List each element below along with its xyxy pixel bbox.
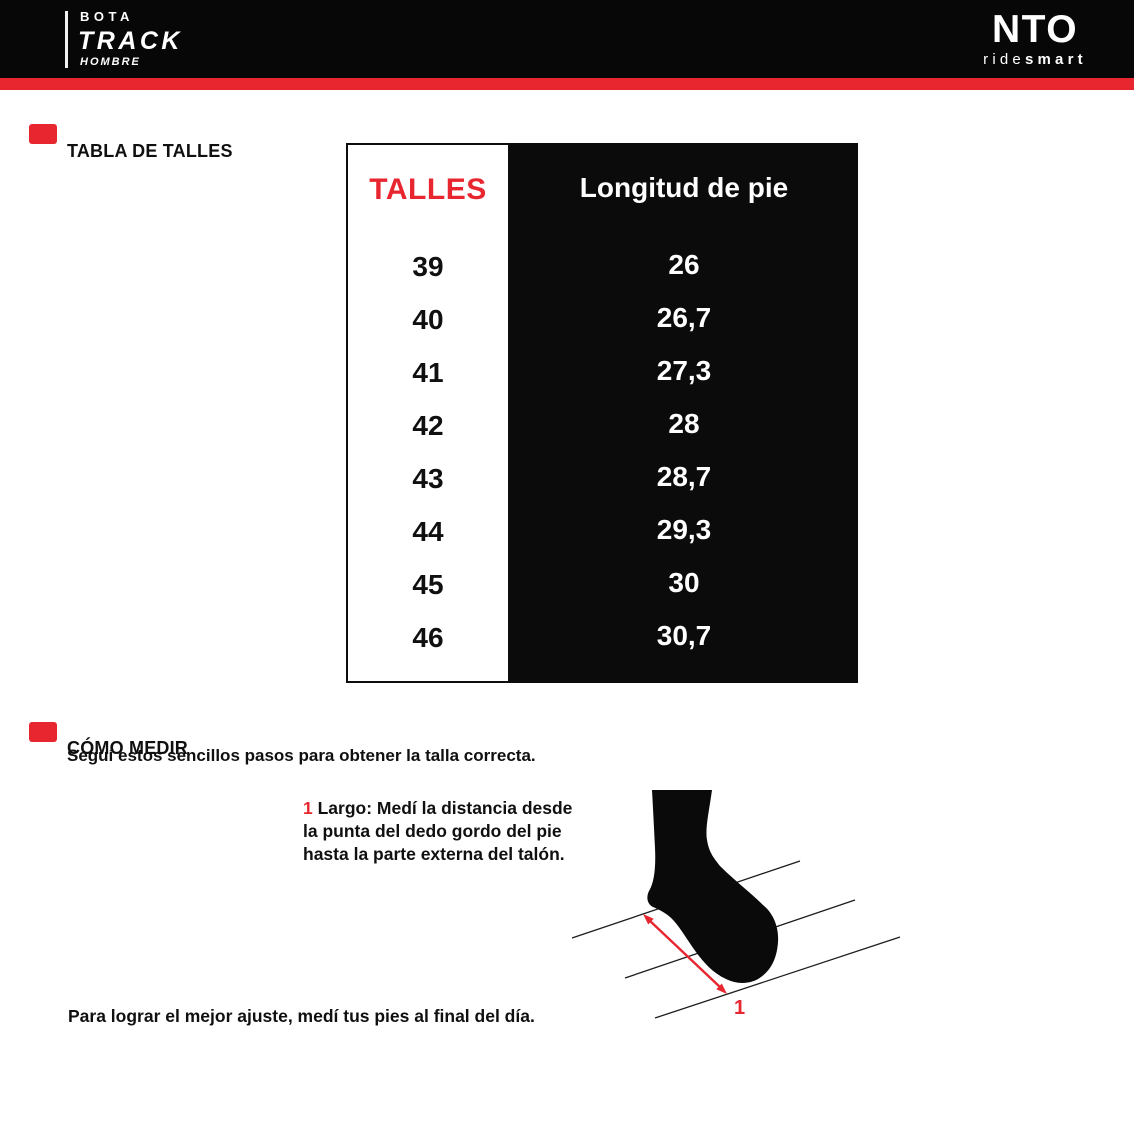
- length-cell: 30,7: [656, 619, 712, 651]
- product-category: BOTA: [80, 9, 134, 24]
- size-table-longitud-column: Longitud de pie 26 26,7 27,3 28 28,7 29,…: [510, 143, 858, 683]
- measure-step-text: 1 Largo: Medí la distancia desde la punt…: [303, 797, 572, 866]
- foot-silhouette: [647, 790, 779, 983]
- size-table-col2-cells: 26 26,7 27,3 28 28,7 29,3 30 30,7: [510, 233, 858, 662]
- step-line: Largo: Medí la distancia desde: [317, 798, 573, 818]
- brand-logo-text: NTO: [991, 8, 1079, 51]
- length-cell: 26: [668, 248, 700, 280]
- size-table-title: TABLA DE TALLES: [67, 140, 233, 161]
- header-divider: [65, 11, 68, 68]
- how-to-measure-title: CÓMO MEDIR: [67, 737, 188, 758]
- size-cell: 44: [412, 515, 444, 547]
- length-cell: 28,7: [656, 460, 712, 492]
- size-table-col2-header: Longitud de pie: [579, 172, 789, 203]
- size-cell: 46: [412, 621, 444, 653]
- measurement-arrow: [643, 914, 727, 994]
- brand-logo-sub-bold: smart: [1024, 51, 1087, 68]
- foot-measurement-illustration: 1: [571, 790, 901, 1019]
- header-bar: BOTA TRACK HOMBRE NTO ridesmart: [0, 0, 1134, 78]
- length-cell: 26,7: [656, 301, 712, 333]
- size-cell: 41: [412, 356, 444, 388]
- length-cell: 27,3: [656, 354, 712, 386]
- size-cell: 45: [412, 568, 444, 600]
- size-cell: 43: [412, 462, 444, 494]
- length-cell: 29,3: [656, 513, 712, 545]
- size-cell: 39: [412, 250, 444, 282]
- section-bullet-icon: [29, 124, 57, 144]
- size-cell: 40: [412, 303, 444, 335]
- size-table-talles-column: TALLES 39 40 41 42 43 44 45 46: [346, 143, 510, 683]
- brand-logo: NTO ridesmart: [950, 8, 1120, 69]
- size-table-col1-header: TALLES: [369, 173, 487, 206]
- size-table-col1-cells: 39 40 41 42 43 44 45 46: [348, 235, 508, 664]
- size-cell: 42: [412, 409, 444, 441]
- section-bullet-icon: [29, 722, 57, 742]
- brand-logo-sub-light: ride: [983, 51, 1025, 68]
- product-name: TRACK: [78, 27, 183, 55]
- step-line: hasta la parte externa del talón.: [303, 844, 565, 864]
- measurement-label: 1: [734, 997, 745, 1019]
- fit-tip-text: Para lograr el mejor ajuste, medí tus pi…: [68, 1006, 535, 1026]
- brand-logo-subtext: ridesmart: [950, 51, 1120, 68]
- how-to-measure-subtitle: Seguí estos sencillos pasos para obtener…: [67, 746, 536, 765]
- accent-bar: [0, 78, 1134, 90]
- product-gender: HOMBRE: [80, 56, 141, 68]
- size-table: TALLES 39 40 41 42 43 44 45 46 Longitud …: [346, 143, 858, 683]
- length-cell: 30: [668, 566, 700, 598]
- length-cell: 28: [668, 407, 700, 439]
- step-number: 1: [303, 798, 313, 818]
- step-line: la punta del dedo gordo del pie: [303, 821, 562, 841]
